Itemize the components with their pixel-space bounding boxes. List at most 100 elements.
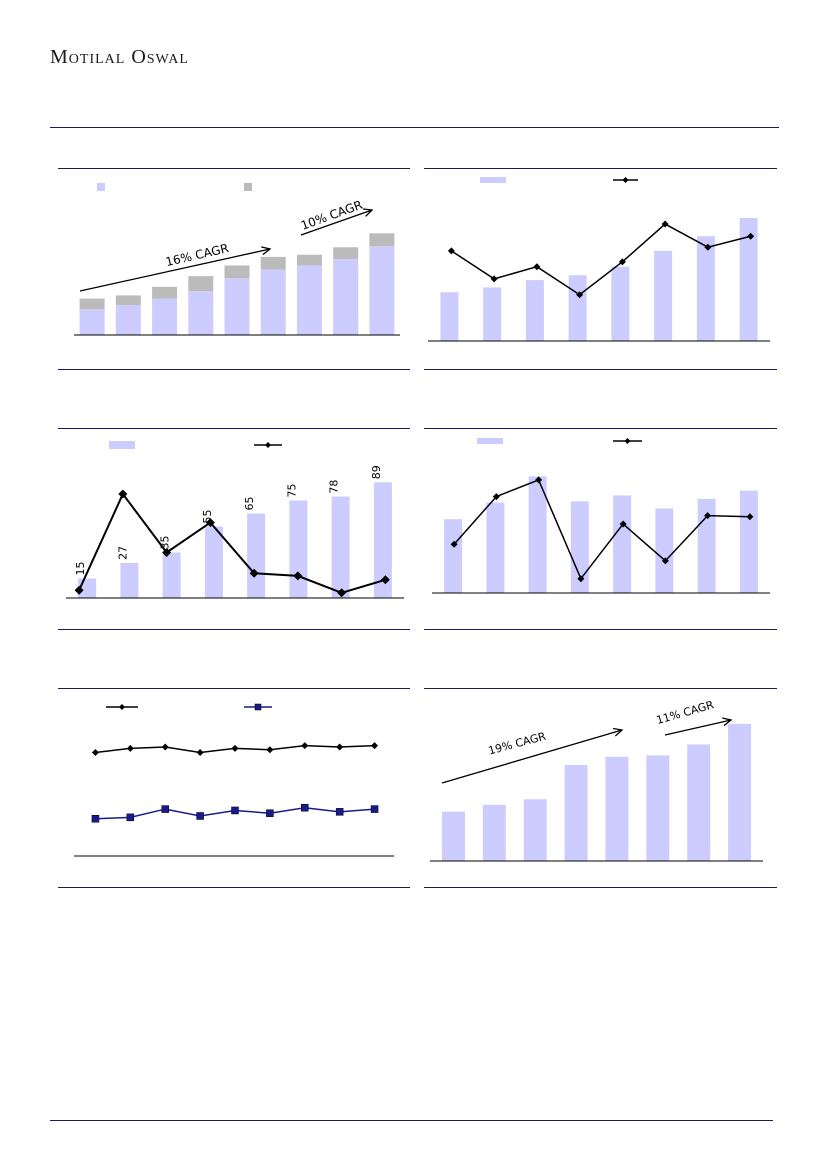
chart-6: 19% CAGR 11% CAGR <box>430 698 763 862</box>
legend-line-1-marker <box>119 704 125 710</box>
panel-top-rule <box>58 428 410 429</box>
line-point-2 <box>266 809 274 817</box>
bar-data-label: 65 <box>243 497 256 511</box>
chart-panel-2 <box>424 168 777 370</box>
legend-line-marker <box>622 177 629 183</box>
line-point <box>91 749 99 756</box>
line-point <box>266 746 274 754</box>
bar-stack <box>79 298 105 310</box>
line-point-2 <box>335 808 344 816</box>
cagr-arrow-2-head <box>722 717 733 727</box>
legend-swatch-bars <box>480 177 506 183</box>
cagr-arrow-1 <box>79 248 271 292</box>
line-point <box>301 742 309 750</box>
line-point <box>293 571 303 581</box>
bar-data-label: 89 <box>370 465 383 479</box>
cagr-label-2: 10% CAGR <box>299 198 364 233</box>
header-divider <box>50 127 779 128</box>
bar <box>728 723 752 861</box>
bar <box>79 309 105 335</box>
line-point <box>704 243 712 251</box>
series-line <box>78 492 386 594</box>
bar-data-label: 35 <box>159 536 172 550</box>
bar <box>204 526 223 598</box>
footer-divider <box>50 1120 773 1121</box>
panel-bottom-rule <box>58 887 410 888</box>
line-point <box>661 220 669 228</box>
line-point <box>577 575 585 583</box>
line-point <box>661 557 669 565</box>
bar <box>605 756 629 861</box>
line-point-2 <box>301 803 309 812</box>
bar <box>613 495 632 593</box>
cagr-arrow-2-head <box>362 208 374 217</box>
panel-bottom-rule <box>424 369 777 370</box>
legend-line-marker <box>265 442 271 448</box>
bar <box>152 298 178 335</box>
cagr-arrow-1-head <box>261 246 272 256</box>
line-point <box>337 588 347 598</box>
panel-top-rule <box>58 688 410 689</box>
legend-line-marker <box>624 438 631 444</box>
bar-stack <box>333 247 359 260</box>
line-point <box>74 585 84 595</box>
line-point <box>619 520 627 528</box>
bar <box>333 259 359 335</box>
bar <box>739 217 758 341</box>
legend-swatch-bars <box>109 441 135 449</box>
bar <box>331 496 350 598</box>
chart-panel-4 <box>424 428 777 630</box>
bar <box>440 292 459 341</box>
line-point <box>162 548 172 557</box>
bar <box>739 490 758 593</box>
line-point <box>336 743 344 751</box>
bar <box>564 765 588 861</box>
bar <box>296 265 322 335</box>
line-point <box>576 291 584 299</box>
bar <box>224 278 250 335</box>
bar-stack <box>224 265 250 279</box>
bar-stack <box>296 254 322 266</box>
bar-data-label: 75 <box>285 484 298 498</box>
panel-top-rule <box>424 688 777 689</box>
bar <box>162 552 181 598</box>
bar <box>483 287 502 341</box>
bar <box>570 501 589 593</box>
bar-stack <box>115 295 141 306</box>
bar <box>525 280 544 341</box>
bar <box>486 502 505 593</box>
cagr-label-2: 11% CAGR <box>655 698 716 727</box>
line-point-2 <box>370 805 379 813</box>
cagr-arrow-2 <box>300 209 373 236</box>
line-point <box>618 258 626 266</box>
chart-5 <box>74 703 394 857</box>
panel-bottom-rule <box>58 629 410 630</box>
bar <box>260 269 286 335</box>
bar <box>696 236 715 341</box>
panel-bottom-rule <box>424 887 777 888</box>
line-point-2 <box>196 812 204 820</box>
bar <box>654 250 673 341</box>
line-point <box>704 512 712 520</box>
chart-panel-5 <box>58 688 410 890</box>
chart-panel-6: 19% CAGR 11% CAGR <box>424 688 777 890</box>
line-point <box>533 263 541 271</box>
cagr-arrow-2 <box>664 719 732 736</box>
line-point <box>380 575 390 585</box>
cagr-label-1: 19% CAGR <box>487 730 548 758</box>
line-point <box>535 476 543 484</box>
bar <box>369 246 395 335</box>
bar <box>528 476 547 593</box>
chart-panel-3: 15 27 35 55 65 75 78 89 <box>58 428 410 630</box>
line-point <box>746 513 754 521</box>
line-point <box>450 540 458 548</box>
bar-stack <box>188 276 214 292</box>
bar-stack <box>152 286 178 299</box>
line-point <box>490 275 498 283</box>
bar-data-label: 15 <box>74 562 87 576</box>
line-point-2 <box>91 814 100 823</box>
bar <box>373 482 392 598</box>
bar <box>444 519 463 593</box>
